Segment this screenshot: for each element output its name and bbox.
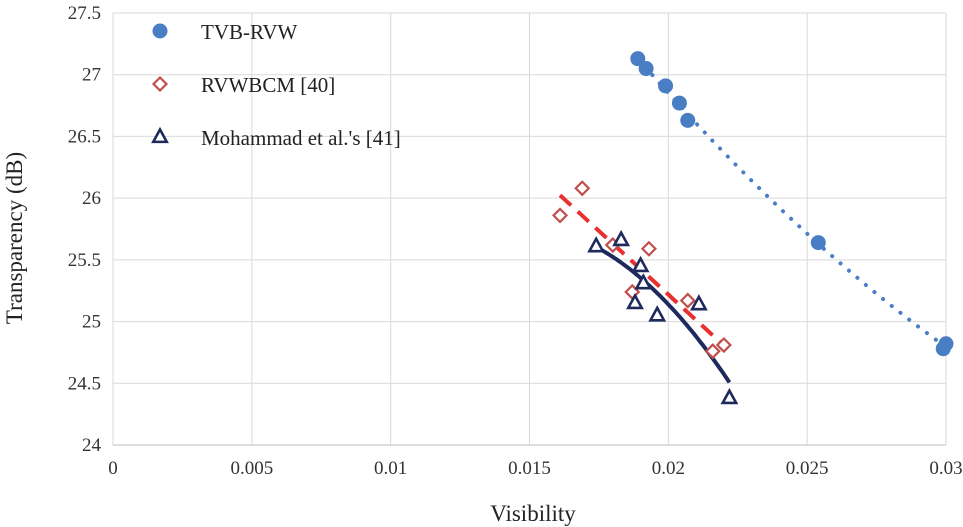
y-tick-label: 25: [82, 312, 101, 333]
x-tick-label: 0.01: [374, 458, 407, 479]
data-point-series-3: [689, 294, 708, 311]
y-tick-label: 26: [82, 188, 101, 209]
data-point-series-1: [658, 78, 674, 94]
x-tick-label: 0.02: [652, 458, 685, 479]
data-point-series-2: [640, 240, 657, 257]
x-tick-label: 0.015: [508, 458, 551, 479]
data-point-series-3: [631, 255, 650, 273]
data-point-series-1: [938, 336, 954, 352]
data-point-series-3: [626, 292, 644, 310]
y-tick-label: 24.5: [68, 373, 101, 394]
legend-marker: [152, 23, 168, 39]
legend-label: RVWBCM [40]: [201, 73, 335, 97]
legend-marker: [151, 126, 169, 144]
y-tick-label: 26.5: [68, 126, 101, 147]
legend-label: TVB-RVW: [201, 20, 297, 44]
x-tick-label: 0: [108, 458, 118, 479]
x-tick-label: 0.03: [929, 458, 962, 479]
x-tick-label: 0.005: [230, 458, 273, 479]
y-tick-label: 27.5: [68, 3, 101, 24]
data-points: [551, 51, 954, 405]
y-tick-label: 24: [82, 435, 102, 456]
data-point-series-2: [574, 180, 591, 197]
x-tick-label: 0.025: [786, 458, 829, 479]
data-point-series-2: [704, 343, 721, 360]
y-tick-label: 27: [82, 65, 101, 86]
data-point-series-1: [680, 112, 696, 128]
data-point-series-1: [638, 61, 654, 77]
data-point-series-3: [634, 273, 653, 290]
data-point-series-2: [551, 207, 569, 224]
data-point-series-2: [679, 292, 696, 309]
gridlines: [112, 12, 947, 446]
y-axis-title: Transparency (dB): [2, 152, 27, 324]
trendlines: [558, 56, 948, 384]
data-point-series-3: [720, 387, 739, 405]
data-point-series-3: [648, 305, 667, 322]
legend-label: Mohammad et al.'s [41]: [201, 126, 401, 150]
data-point-series-1: [671, 95, 687, 111]
data-point-series-1: [810, 235, 826, 251]
legend: TVB-RVW RVWBCM [40] Mohammad et al.'s [41]: [151, 20, 401, 150]
data-point-series-2: [715, 336, 732, 354]
data-point-series-3: [587, 236, 606, 253]
data-point-series-1: [630, 51, 646, 67]
trendline-series-2: [558, 193, 726, 347]
data-point-series-3: [612, 229, 631, 247]
trendline-series-3: [595, 245, 732, 384]
x-axis-title: Visibility: [490, 501, 576, 526]
y-tick-label: 25.5: [68, 250, 101, 271]
legend-marker: [151, 75, 169, 93]
axes: 24 24.5 25 25.5 26 26.5 27 27.5 0 0.005 0.01 0.015 0…: [68, 3, 963, 479]
